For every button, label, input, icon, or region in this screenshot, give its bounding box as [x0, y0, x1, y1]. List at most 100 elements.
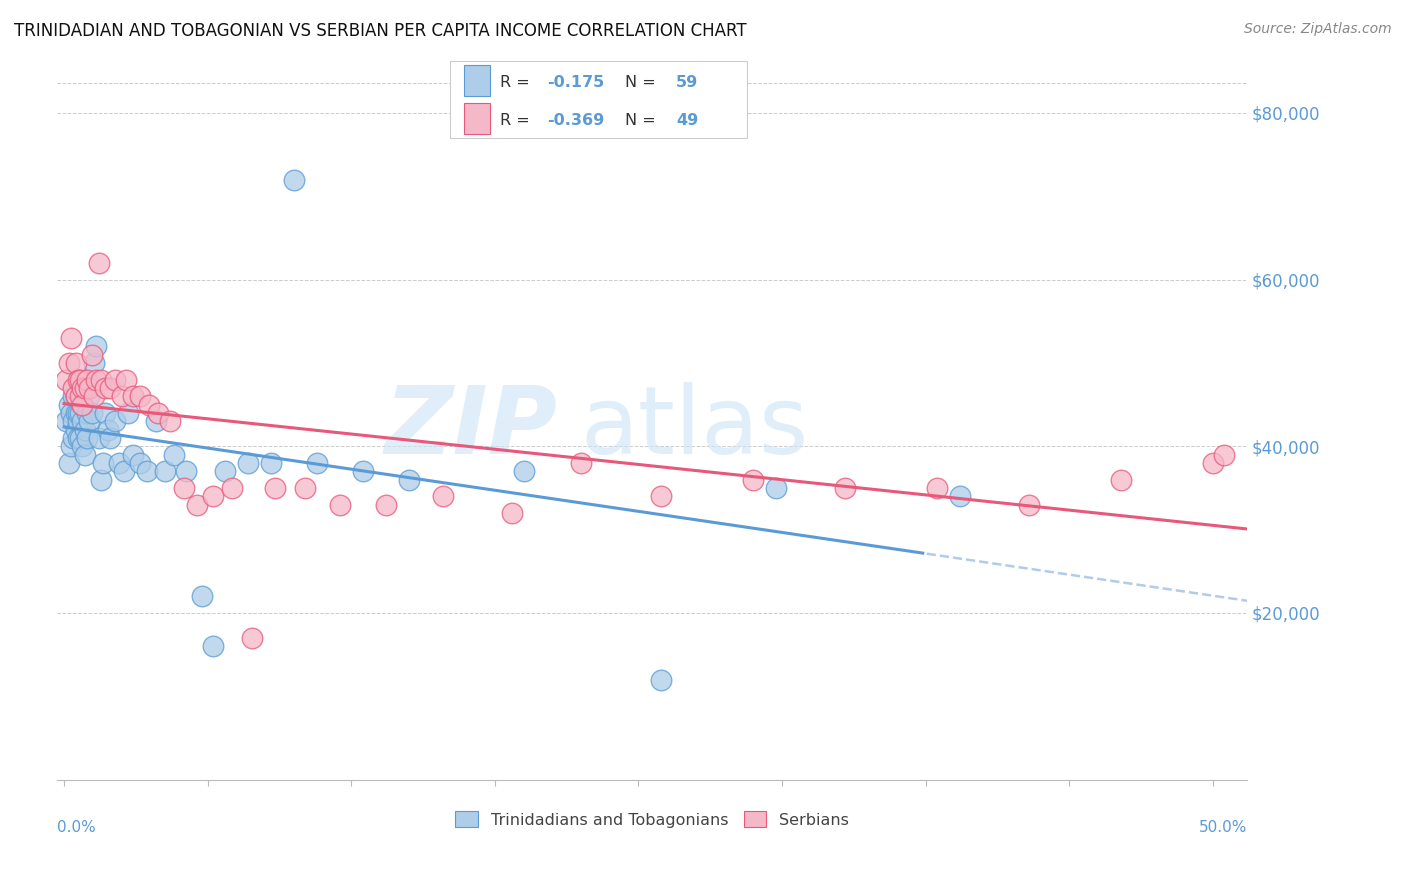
Point [76, 431, 98, 445]
Point [58, 356, 80, 370]
Point [97, 423, 120, 437]
Point [1202, 456, 1225, 470]
Point [148, 406, 170, 420]
Point [69, 431, 91, 445]
Point [72, 398, 94, 412]
Point [83, 389, 105, 403]
Point [214, 464, 236, 478]
Text: R =: R = [501, 75, 534, 90]
Point [949, 489, 972, 503]
Point [122, 448, 145, 462]
Text: -0.175: -0.175 [547, 75, 605, 90]
Point [501, 506, 523, 520]
Point [512, 464, 534, 478]
Point [174, 464, 197, 478]
Text: N =: N = [624, 75, 661, 90]
Point [69, 373, 91, 387]
Text: 50.0%: 50.0% [1199, 820, 1247, 835]
Point [62, 414, 84, 428]
Point [650, 673, 672, 687]
Point [66, 414, 89, 428]
Point [650, 489, 672, 503]
Point [98, 381, 121, 395]
Point [73, 381, 96, 395]
Text: 49: 49 [676, 113, 699, 128]
Point [55, 373, 77, 387]
Legend: Trinidadians and Tobagonians, Serbians: Trinidadians and Tobagonians, Serbians [449, 805, 855, 834]
Point [145, 414, 167, 428]
Point [352, 464, 374, 478]
Point [242, 631, 264, 645]
Point [186, 498, 208, 512]
Point [138, 398, 160, 412]
Bar [464, 103, 491, 134]
Point [90, 473, 112, 487]
Point [72, 414, 94, 428]
Point [59, 406, 82, 420]
Text: TRINIDADIAN AND TOBAGONIAN VS SERBIAN PER CAPITA INCOME CORRELATION CHART: TRINIDADIAN AND TOBAGONIAN VS SERBIAN PE… [14, 22, 747, 40]
Point [65, 389, 87, 403]
Point [79, 414, 101, 428]
Point [62, 381, 84, 395]
Point [834, 481, 856, 495]
Point [236, 456, 259, 470]
Point [305, 456, 328, 470]
Point [90, 373, 112, 387]
Point [110, 389, 132, 403]
Point [66, 431, 89, 445]
Point [432, 489, 454, 503]
Point [87, 256, 110, 270]
Point [58, 398, 80, 412]
Point [62, 389, 84, 403]
Point [104, 373, 127, 387]
Point [294, 481, 316, 495]
Point [91, 456, 114, 470]
Text: Source: ZipAtlas.com: Source: ZipAtlas.com [1244, 22, 1392, 37]
Point [79, 389, 101, 403]
Point [202, 489, 225, 503]
Point [173, 481, 195, 495]
Point [163, 448, 186, 462]
Point [925, 481, 948, 495]
Point [329, 498, 352, 512]
Point [94, 406, 117, 420]
Point [1018, 498, 1040, 512]
Point [69, 389, 91, 403]
Point [112, 464, 135, 478]
Point [80, 348, 103, 362]
Point [65, 389, 87, 403]
Point [398, 473, 420, 487]
Point [202, 640, 225, 654]
Point [65, 356, 87, 370]
Text: 0.0%: 0.0% [58, 820, 96, 835]
Point [153, 464, 176, 478]
Point [72, 398, 94, 412]
Point [283, 172, 305, 186]
Point [73, 448, 96, 462]
Text: R =: R = [501, 113, 534, 128]
Point [98, 431, 121, 445]
FancyBboxPatch shape [450, 61, 748, 138]
Point [59, 331, 82, 345]
Point [58, 456, 80, 470]
Bar [464, 65, 491, 95]
Point [117, 406, 139, 420]
Point [84, 339, 107, 353]
Point [55, 414, 77, 428]
Point [128, 456, 150, 470]
Point [374, 498, 396, 512]
Text: ZIP: ZIP [384, 382, 557, 474]
Point [69, 381, 91, 395]
Point [87, 431, 110, 445]
Point [765, 481, 787, 495]
Point [79, 381, 101, 395]
Text: 59: 59 [676, 75, 699, 90]
Point [83, 356, 105, 370]
Point [122, 389, 145, 403]
Point [1109, 473, 1132, 487]
Point [69, 406, 91, 420]
Point [66, 373, 89, 387]
Text: N =: N = [624, 113, 661, 128]
Point [264, 481, 287, 495]
Point [260, 456, 283, 470]
